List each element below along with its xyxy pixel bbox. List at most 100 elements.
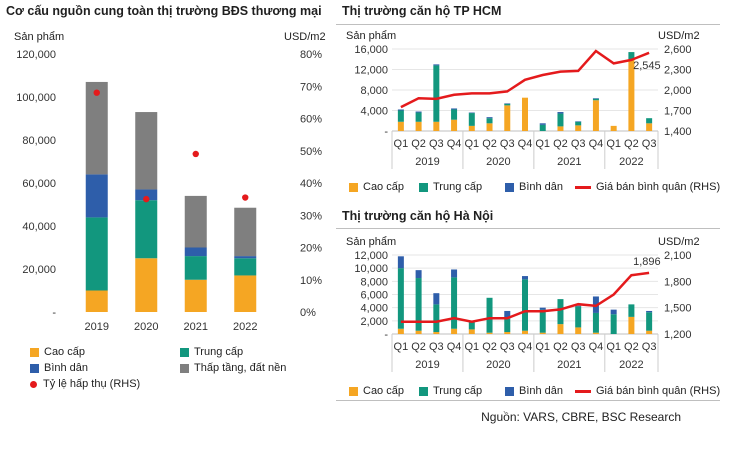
bar-segment (468, 322, 475, 330)
bar-segment (646, 123, 653, 131)
bar-segment (468, 113, 475, 126)
x-tick-label: 2022 (233, 321, 257, 333)
bar-segment (504, 103, 511, 104)
bar-segment (397, 110, 404, 122)
bar-segment (575, 327, 582, 334)
swatch-cao-cap (349, 386, 358, 396)
legend-trung-cap: Trung cấp (419, 385, 482, 397)
swatch-binh-dan (30, 363, 39, 373)
legend-label: Tỷ lệ hấp thụ (RHS) (43, 378, 141, 390)
bar-segment (610, 309, 617, 315)
legend-ty-le: Tỷ lệ hấp thụ (RHS) (30, 378, 140, 390)
absorption-rate-point (192, 150, 199, 158)
y-tick-label: 20,000 (22, 264, 56, 276)
y-tick-label: 4,000 (360, 303, 388, 315)
x-quarter-label: Q2 (482, 138, 497, 150)
bar-segment (135, 112, 158, 190)
bottom-divider (336, 400, 720, 401)
x-quarter-label: Q3 (500, 138, 515, 150)
x-year-label: 2022 (619, 359, 643, 371)
bar-segment (646, 330, 653, 334)
bar-segment (184, 247, 207, 257)
x-quarter-label: Q4 (589, 138, 604, 150)
bar-segment (610, 314, 617, 334)
x-tick-label: 2019 (85, 321, 109, 333)
x-year-label: 2021 (557, 359, 581, 371)
x-quarter-label: Q2 (553, 341, 568, 353)
legend-label: Cao cấp (44, 346, 85, 358)
x-quarter-label: Q2 (624, 341, 639, 353)
x-year-label: 2020 (486, 359, 510, 371)
middle-divider (336, 228, 720, 229)
bar-segment (85, 290, 108, 312)
y-tick-label: 40,000 (22, 221, 56, 233)
bar-segment (234, 258, 257, 276)
x-quarter-label: Q2 (553, 138, 568, 150)
x-year-label: 2020 (486, 156, 510, 168)
y2-tick-label: 1,400 (664, 126, 692, 138)
x-quarter-label: Q2 (411, 341, 426, 353)
y2-tick-label: 2,000 (664, 85, 692, 97)
bar-segment (135, 258, 158, 312)
bar-segment (397, 268, 404, 329)
y-tick-label: 80,000 (22, 135, 56, 147)
y2-tick-label: 20% (300, 243, 322, 255)
chart2-y2label: USD/m2 (658, 30, 700, 42)
bar-segment (592, 100, 599, 131)
y2-tick-label: 2,100 (664, 250, 692, 262)
bar-segment (184, 256, 207, 280)
y-tick-label: 60,000 (22, 178, 56, 190)
bar-segment (557, 324, 564, 334)
bar-segment (415, 278, 422, 331)
legend-label: Cao cấp (363, 181, 404, 193)
bar-segment (415, 112, 422, 122)
bar-segment (451, 328, 458, 334)
swatch-binh-dan (505, 182, 514, 192)
bar-segment (628, 59, 635, 131)
y-tick-label: - (52, 307, 56, 319)
x-quarter-label: Q1 (606, 341, 621, 353)
top-divider (336, 24, 720, 25)
bar-segment (504, 318, 511, 333)
bar-segment (433, 65, 440, 122)
y-tick-label: 6,000 (360, 290, 388, 302)
legend-label: Cao cấp (363, 385, 404, 397)
legend-label: Bình dân (44, 362, 89, 374)
bar-segment (575, 121, 582, 122)
avg-price-annotation: 1,896 (633, 256, 661, 268)
y-tick-label: 8,000 (360, 85, 388, 97)
legend-label: Trung cấp (433, 181, 483, 193)
y-tick-label: 100,000 (16, 92, 56, 104)
chart3-y2label: USD/m2 (658, 236, 700, 248)
legend-binh-dan: Bình dân (505, 181, 563, 193)
bar-segment (135, 200, 158, 259)
bar-segment (415, 330, 422, 334)
x-quarter-label: Q1 (535, 138, 550, 150)
swatch-gia-ban (575, 389, 591, 393)
bar-segment (234, 275, 257, 312)
swatch-thap-tang (180, 363, 189, 373)
y-tick-label: 16,000 (354, 44, 388, 56)
x-quarter-label: Q3 (642, 138, 657, 150)
bar-segment (575, 121, 582, 126)
legend-label: Thấp tầng, đất nền (194, 362, 287, 374)
chart3-title: Thị trường căn hộ Hà Nội (342, 209, 494, 223)
bar-segment (85, 174, 108, 218)
avg-price-line (400, 271, 650, 323)
bar-segment (628, 316, 635, 334)
bar-segment (486, 118, 493, 124)
bar-segment (415, 270, 422, 279)
bar-segment (486, 332, 493, 334)
bar-segment (539, 309, 546, 333)
bar-segment (468, 125, 475, 131)
swatch-binh-dan (505, 386, 514, 396)
legend-cao-cap: Cao cấp (30, 346, 85, 358)
x-quarter-label: Q4 (447, 341, 462, 353)
bar-segment (468, 112, 475, 114)
bar-segment (468, 329, 475, 334)
bar-segment (397, 256, 404, 269)
avg-price-line (400, 49, 650, 109)
x-year-label: 2022 (619, 156, 643, 168)
x-quarter-label: Q2 (411, 138, 426, 150)
bar-segment (486, 117, 493, 119)
